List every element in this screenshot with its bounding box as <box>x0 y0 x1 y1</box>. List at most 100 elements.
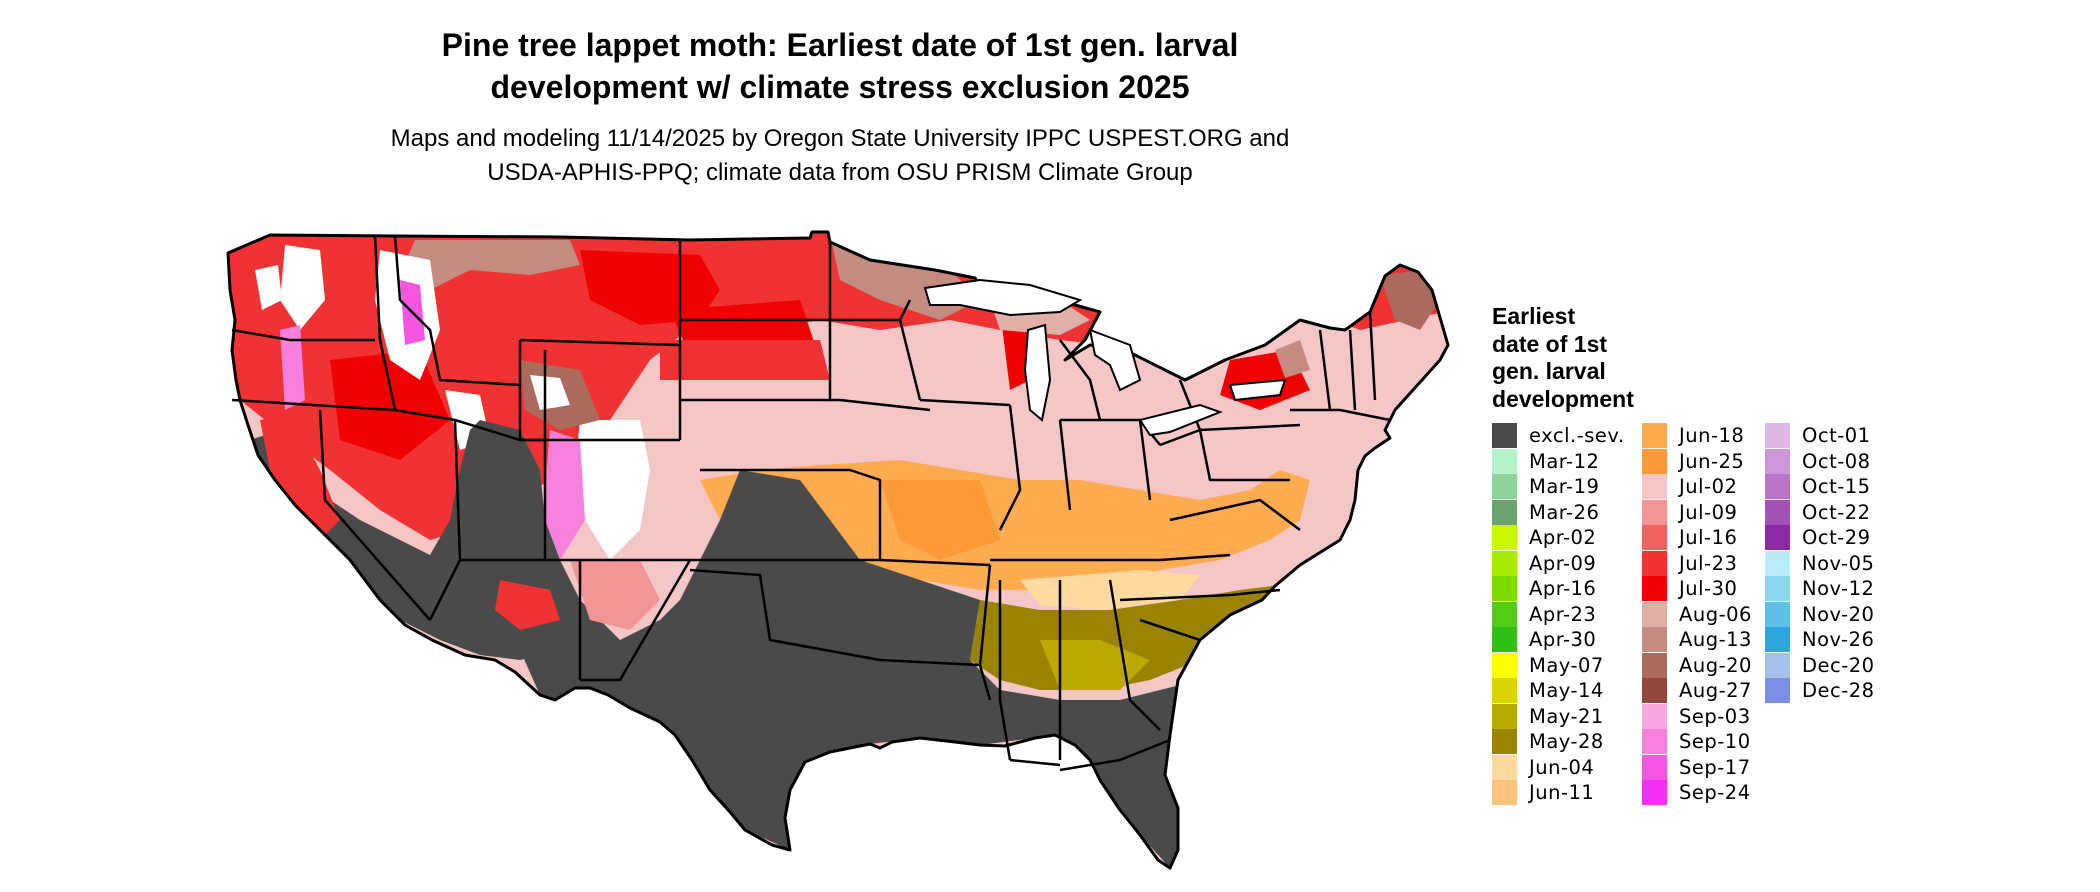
legend-swatch <box>1765 448 1790 474</box>
region-red-patch-1 <box>580 250 720 325</box>
legend-label: Jun-04 <box>1529 755 1595 779</box>
legend-swatch <box>1765 652 1790 678</box>
map-title-line-2: development w/ climate stress exclusion … <box>490 69 1190 105</box>
legend-label: Jul-23 <box>1679 551 1738 575</box>
legend-swatch <box>1492 448 1517 474</box>
lake-huron <box>1088 328 1142 392</box>
map-title: Pine tree lappet moth: Earliest date of … <box>260 24 1420 108</box>
legend-swatch <box>1765 474 1790 499</box>
legend-title-line: Earliest <box>1492 303 1576 329</box>
state-borders <box>226 230 1450 870</box>
legend-label: Mar-26 <box>1529 500 1600 524</box>
legend-label: Sep-10 <box>1679 730 1751 753</box>
region-white-n-cascades <box>280 245 325 330</box>
legend-swatch <box>1642 703 1667 729</box>
legend-swatch <box>1492 729 1517 754</box>
legend-swatch <box>1642 678 1667 703</box>
legend-label: Apr-30 <box>1529 628 1597 651</box>
legend-label: Dec-28 <box>1802 679 1875 702</box>
legend-swatch <box>1765 423 1790 448</box>
legend-label: Jul-30 <box>1679 577 1738 600</box>
legend-label: Oct-15 <box>1802 475 1871 498</box>
legend-swatch <box>1642 474 1667 499</box>
legend-swatch <box>1642 448 1667 474</box>
legend-swatch <box>1492 474 1517 499</box>
map-subtitle: Maps and modeling 11/14/2025 by Oregon S… <box>260 122 1420 190</box>
region-brown-maine <box>1380 270 1440 330</box>
legend-swatch <box>1642 423 1667 448</box>
region-excluded-south <box>520 470 1200 868</box>
legend-label: excl.-sev. <box>1529 424 1625 447</box>
legend-swatch <box>1642 576 1667 601</box>
legend-label: Aug-20 <box>1679 653 1752 677</box>
legend-label: Apr-02 <box>1529 526 1597 549</box>
legend-label: Aug-06 <box>1679 602 1752 626</box>
great-lakes <box>923 278 1287 437</box>
legend-label: May-14 <box>1529 679 1604 702</box>
legend-title-line: gen. larval <box>1492 358 1606 384</box>
legend-label: Jul-09 <box>1679 500 1738 524</box>
legend-label: Jun-25 <box>1679 449 1745 473</box>
region-red-sierra <box>260 415 340 540</box>
legend-label: May-07 <box>1529 653 1604 677</box>
legend-title-line: development <box>1492 385 1634 412</box>
region-light-orange-tn <box>1020 570 1200 610</box>
region-brown-adirondacks <box>1275 340 1310 378</box>
region-red-mogollon <box>495 580 560 630</box>
legend-label: Sep-17 <box>1679 755 1751 779</box>
legend-label: Nov-26 <box>1802 628 1875 651</box>
map-subtitle-line-1: Maps and modeling 11/14/2025 by Oregon S… <box>390 125 1290 152</box>
legend-label: May-28 <box>1529 730 1604 753</box>
legend-label: Aug-27 <box>1679 679 1752 702</box>
legend-swatch <box>1642 525 1667 550</box>
legend-label: Apr-16 <box>1529 577 1597 600</box>
legend-swatch <box>1492 423 1517 448</box>
legend-label: Mar-19 <box>1529 475 1600 498</box>
legend-label: Oct-22 <box>1802 500 1871 524</box>
region-red-nebraska <box>660 340 830 380</box>
legend-label: Sep-24 <box>1679 781 1751 804</box>
legend-swatch <box>1642 729 1667 754</box>
legend-label: Apr-23 <box>1529 602 1597 626</box>
legend-label: Jun-11 <box>1529 781 1595 804</box>
map-title-line-1: Pine tree lappet moth: Earliest date of … <box>441 27 1239 63</box>
lake-erie <box>1138 403 1223 437</box>
legend-label: Mar-12 <box>1529 449 1600 473</box>
region-orange-dark <box>880 480 1000 560</box>
lake-ontario <box>1228 378 1287 402</box>
legend-swatch <box>1765 627 1790 652</box>
legend-label: Nov-05 <box>1802 551 1875 575</box>
legend-swatch <box>1492 652 1517 678</box>
region-white-colorado <box>575 420 650 560</box>
legend-swatch <box>1492 703 1517 729</box>
legend-label: Oct-08 <box>1802 449 1871 473</box>
legend-label: Jul-16 <box>1679 526 1738 549</box>
legend-swatch <box>1492 754 1517 780</box>
legend-swatch <box>1765 550 1790 576</box>
map-subtitle-line-2: USDA-APHIS-PPQ; climate data from OSU PR… <box>487 159 1193 186</box>
legend-label: Dec-20 <box>1802 653 1875 677</box>
legend-swatch <box>1492 627 1517 652</box>
legend-swatch <box>1642 754 1667 780</box>
legend-label: Sep-03 <box>1679 704 1751 728</box>
legend-label: Nov-20 <box>1802 602 1875 626</box>
legend-swatch <box>1642 550 1667 576</box>
region-brown-montana <box>400 240 580 290</box>
legend-swatch <box>1642 780 1667 805</box>
legend-swatch <box>1492 576 1517 601</box>
legend-swatch <box>1642 652 1667 678</box>
legend-label: Nov-12 <box>1802 577 1875 600</box>
legend-label: Jun-18 <box>1679 424 1745 447</box>
region-white-washington <box>255 265 282 310</box>
legend-swatch <box>1765 525 1790 550</box>
lake-michigan <box>1023 323 1052 422</box>
region-pink-ne-nm <box>570 560 660 630</box>
legend-title: Earliest date of 1st gen. larval develop… <box>1492 303 1634 413</box>
legend-swatch <box>1765 499 1790 525</box>
legend-swatch <box>1492 499 1517 525</box>
legend-title-line: date of 1st <box>1492 330 1608 357</box>
legend-swatch <box>1642 601 1667 627</box>
region-pink-plains <box>650 380 830 470</box>
lake-superior <box>923 278 1083 317</box>
